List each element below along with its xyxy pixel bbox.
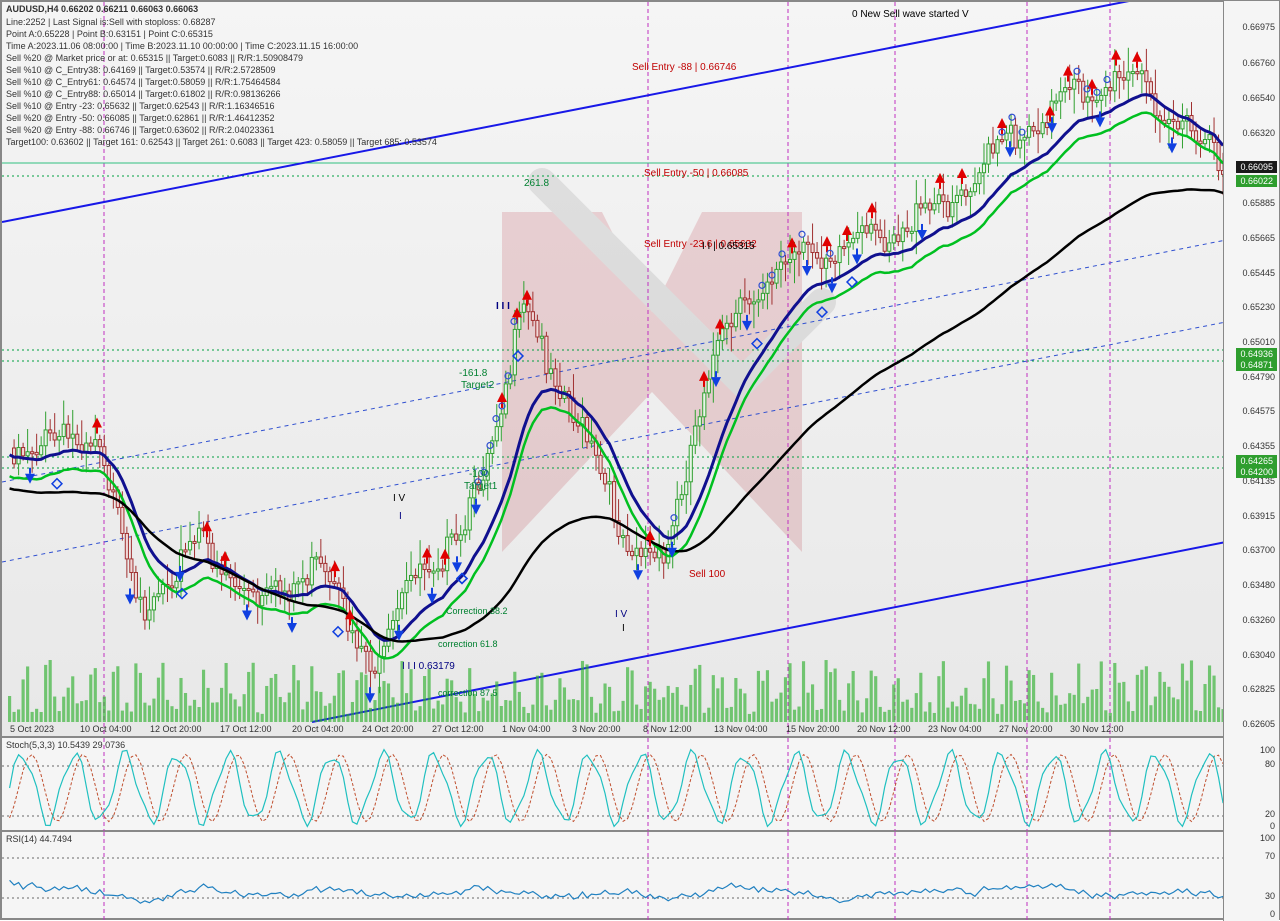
y-axis-label: 0.63915: [1242, 511, 1275, 521]
info-line: Sell %10 @ C_Entry88: 0.65014 || Target:…: [6, 89, 281, 99]
y-axis-label: 0.65885: [1242, 198, 1275, 208]
wave-iv-label: I V: [393, 493, 405, 504]
y-axis-label: 0.62825: [1242, 684, 1275, 694]
x-axis-label: 8 Nov 12:00: [643, 724, 692, 734]
x-axis-label: 23 Nov 04:00: [928, 724, 982, 734]
y-axis-label: 0.64790: [1242, 372, 1275, 382]
info-line: Target100: 0.63602 || Target 161: 0.6254…: [6, 137, 437, 147]
sell-100-label: Sell 100: [689, 569, 725, 580]
y-axis-label: 0.64575: [1242, 406, 1275, 416]
main-price-chart[interactable]: AUDUSD,H4 0.66202 0.66211 0.66063 0.6606…: [1, 1, 1225, 737]
info-line: Sell %10 @ C_Entry61: 0.64574 || Target:…: [6, 77, 281, 87]
info-line: Sell %10 @ C_Entry38: 0.64169 || Target:…: [6, 65, 276, 75]
stoch-y-label: 80: [1265, 759, 1275, 769]
new-sell-wave-label: 0 New Sell wave started V: [852, 9, 969, 20]
y-axis-price-box: 0.66095: [1236, 161, 1277, 173]
wave-i2-label: I: [622, 623, 625, 634]
y-axis: 0.66975 0.66760 0.66540 0.66320 0.65885 0.656…: [1223, 1, 1279, 921]
fib-100-label: -100: [469, 469, 489, 480]
x-axis-label: 20 Nov 12:00: [857, 724, 911, 734]
y-axis-label: 0.64355: [1242, 441, 1275, 451]
x-axis-label: 17 Oct 12:00: [220, 724, 272, 734]
rsi-panel[interactable]: RSI(14) 44.7494: [1, 831, 1225, 919]
x-axis-label: 27 Nov 20:00: [999, 724, 1053, 734]
target2-label: Target2: [461, 380, 494, 391]
y-axis-label: 0.65230: [1242, 302, 1275, 312]
rsi-y-label: 100: [1260, 833, 1275, 843]
y-axis-label: 0.63700: [1242, 545, 1275, 555]
info-line: Sell %20 @ Entry -50: 0.66085 || Target:…: [6, 113, 275, 123]
info-line: Sell %20 @ Entry -88: 0.66746 || Target:…: [6, 125, 275, 135]
y-axis-label: 0.66320: [1242, 128, 1275, 138]
x-axis-label: 1 Nov 04:00: [502, 724, 551, 734]
point-b-label: I I I 0.63179: [402, 661, 455, 672]
target1-label: Target1: [464, 481, 497, 492]
wave-iii-label: I I I: [496, 301, 510, 312]
y-axis-label: 0.63480: [1242, 580, 1275, 590]
x-axis-label: 15 Nov 20:00: [786, 724, 840, 734]
wave-i-label: I: [399, 511, 402, 522]
rsi-y-label: 0: [1270, 909, 1275, 919]
stoch-svg: [2, 738, 1226, 832]
x-axis-label: 30 Nov 12:00: [1070, 724, 1124, 734]
y-axis-label: 0.66975: [1242, 22, 1275, 32]
y-axis-label: 0.65445: [1242, 268, 1275, 278]
fib-261-label: 261.8: [524, 178, 549, 189]
y-axis-label: 0.63260: [1242, 615, 1275, 625]
y-axis-label: 0.63040: [1242, 650, 1275, 660]
x-axis-label: 13 Nov 04:00: [714, 724, 768, 734]
x-axis-label: 27 Oct 12:00: [432, 724, 484, 734]
info-line: Point A:0.65228 | Point B:0.63151 | Poin…: [6, 29, 213, 39]
rsi-svg: [2, 832, 1226, 920]
sell-entry-88-label: Sell Entry -88 | 0.66746: [632, 62, 736, 73]
y-axis-label: 0.66760: [1242, 58, 1275, 68]
stoch-y-label: 0: [1270, 821, 1275, 831]
info-line: Sell %10 @ Entry -23: 0.65632 || Target:…: [6, 101, 275, 111]
x-axis-label: 24 Oct 20:00: [362, 724, 414, 734]
info-line: Time A:2023.11.06 08:00:00 | Time B:2023…: [6, 41, 358, 51]
rsi-y-label: 30: [1265, 891, 1275, 901]
info-line: Sell %20 @ Market price or at: 0.65315 |…: [6, 53, 303, 63]
stochastic-panel[interactable]: Stoch(5,3,3) 10.5439 29.0736: [1, 737, 1225, 831]
info-line: Line:2252 | Last Signal is:Sell with sto…: [6, 17, 215, 27]
rsi-y-label: 70: [1265, 851, 1275, 861]
corr-618-label: correction 61.8: [438, 639, 498, 649]
x-axis-label: 12 Oct 20:00: [150, 724, 202, 734]
stoch-y-label: 100: [1260, 745, 1275, 755]
point-c-label: I I | 0.65315: [702, 241, 755, 252]
y-axis-label: 0.62605: [1242, 719, 1275, 729]
corr-875-label: correction 87.5: [438, 688, 498, 698]
x-axis-label: 5 Oct 2023: [10, 724, 54, 734]
y-axis-label: 0.66540: [1242, 93, 1275, 103]
y-axis-label: 0.65010: [1242, 337, 1275, 347]
x-axis-label: 3 Nov 20:00: [572, 724, 621, 734]
symbol-header: AUDUSD,H4 0.66202 0.66211 0.66063 0.6606…: [6, 4, 198, 14]
x-axis-label: 20 Oct 04:00: [292, 724, 344, 734]
x-axis-label: 10 Oct 04:00: [80, 724, 132, 734]
y-axis-price-box: 0.64200: [1236, 466, 1277, 478]
fib-161-label: -161.8: [459, 368, 487, 379]
corr-382-label: Correction 38.2: [446, 606, 508, 616]
y-axis-label: 0.65665: [1242, 233, 1275, 243]
wave-iv2-label: I V: [615, 609, 627, 620]
y-axis-price-box: 0.66022: [1236, 175, 1277, 187]
forex-chart-container: AUDUSD,H4 0.66202 0.66211 0.66063 0.6606…: [0, 0, 1280, 920]
sell-entry-50-label: Sell Entry -50 | 0.66085: [644, 168, 748, 179]
y-axis-price-box: 0.64871: [1236, 359, 1277, 371]
stoch-y-label: 20: [1265, 809, 1275, 819]
